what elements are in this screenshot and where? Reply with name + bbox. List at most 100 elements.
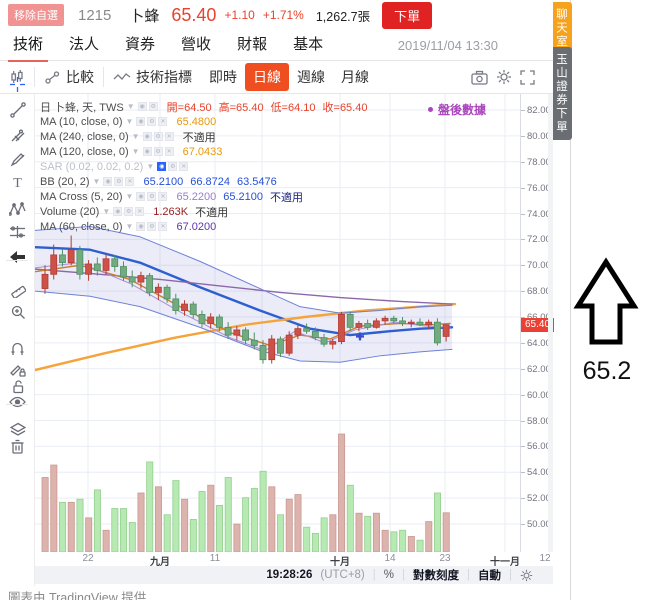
legend-value: 1.263K xyxy=(153,205,189,218)
legend-name: MA (120, close, 0) xyxy=(40,145,129,158)
y-tick xyxy=(521,213,525,215)
toolbar-divider xyxy=(34,67,35,87)
tab-technical[interactable]: 技術 xyxy=(7,28,49,62)
axis-settings-gear-icon[interactable] xyxy=(520,569,533,582)
text-icon[interactable]: T xyxy=(13,175,22,191)
y-tick-label: 80.00 xyxy=(527,130,551,142)
pitchfork-icon[interactable] xyxy=(8,125,27,144)
zoom-in-icon[interactable] xyxy=(8,302,27,321)
tradingview-attribution: 圖表由 TradingView 提供 xyxy=(8,591,147,600)
legend-row[interactable]: MA (120, close, 0) ▼ ◉ ⚙ ✕ 67.0433 xyxy=(40,144,460,159)
position-tool-icon[interactable] xyxy=(8,222,27,241)
trend-line-icon[interactable] xyxy=(8,100,27,119)
auto-scale-button[interactable]: 自動 xyxy=(478,570,501,582)
percent-scale-button[interactable]: % xyxy=(383,569,394,581)
y-tick-label: 54.00 xyxy=(527,467,551,479)
legend-gear-icon[interactable]: ⚙ xyxy=(147,222,157,231)
legend-row[interactable]: MA (10, close, 0) ▼ ◉ ⚙ ✕ 65.4800 xyxy=(40,114,460,129)
tab-financials[interactable]: 財報 xyxy=(237,36,268,53)
legend-eye-icon[interactable]: ◉ xyxy=(136,192,146,201)
legend-gear-icon[interactable]: ⚙ xyxy=(153,147,163,156)
legend-gear-icon[interactable]: ⚙ xyxy=(124,207,134,216)
volume-lots: 1,262.7張 xyxy=(315,9,371,24)
camera-icon[interactable] xyxy=(471,70,488,85)
candle-style-button[interactable] xyxy=(0,61,34,93)
legend-eye-icon[interactable]: ◉ xyxy=(113,207,123,216)
legend-close-icon[interactable]: ✕ xyxy=(179,162,189,171)
legend-eye-icon[interactable]: ◉ xyxy=(142,147,152,156)
trash-icon[interactable] xyxy=(8,437,27,456)
chart-toolbar: 比較 技術指標 即時 日線 週線 月線 xyxy=(0,61,553,94)
last-price-tag: 65.40 xyxy=(521,317,554,332)
brush-icon[interactable] xyxy=(8,150,27,169)
gear-icon[interactable] xyxy=(496,69,512,85)
axis-scroll-strip xyxy=(548,94,553,552)
legend-close-icon[interactable]: ✕ xyxy=(158,117,168,126)
legend-row[interactable]: MA Cross (5, 20) ▼ ◉ ⚙ ✕ 65.2200 65.2100 不適用 xyxy=(40,189,460,204)
timeframe-daily[interactable]: 日線 xyxy=(245,63,289,91)
tab-institutional[interactable]: 法人 xyxy=(69,36,100,53)
timeframe-weekly[interactable]: 週線 xyxy=(297,69,325,85)
xabcd-pattern-icon[interactable] xyxy=(8,199,27,218)
legend-row[interactable]: MA (240, close, 0) ▼ ◉ ⚙ ✕ 不適用 xyxy=(40,129,460,144)
timeframe-realtime[interactable]: 即時 xyxy=(209,69,237,85)
fullscreen-icon[interactable] xyxy=(520,69,535,85)
timeframe-monthly[interactable]: 月線 xyxy=(341,69,369,85)
legend-close-icon[interactable]: ✕ xyxy=(125,177,135,186)
remove-watchlist-button[interactable]: 移除自選 xyxy=(8,4,64,26)
window-edge-divider xyxy=(570,0,571,600)
magnet-icon[interactable] xyxy=(8,340,27,359)
legend-eye-icon[interactable]: ◉ xyxy=(137,102,147,111)
broker-order-tab[interactable]: 玉山證券下單 xyxy=(553,47,572,140)
x-tick-label: 九月 xyxy=(150,557,170,568)
legend-row[interactable]: 日 卜蜂, 天, TWS ▼ ◉ ⚙ 開=64.50 高=65.40 低=64.10 收=65… xyxy=(40,99,460,114)
price-target-annotation: 65.2 xyxy=(572,256,642,386)
log-scale-button[interactable]: 對數刻度 xyxy=(413,570,459,582)
compare-button[interactable]: 比較 xyxy=(35,61,103,93)
legend-eye-icon[interactable]: ◉ xyxy=(142,132,152,141)
legend-gear-icon[interactable]: ⚙ xyxy=(147,117,157,126)
arrow-left-icon[interactable] xyxy=(8,247,27,266)
legend-eye-icon[interactable]: ◉ xyxy=(157,162,167,171)
indicators-button[interactable]: 技術指標 xyxy=(104,61,201,93)
y-tick xyxy=(521,187,525,189)
legend-close-icon[interactable]: ✕ xyxy=(164,147,174,156)
compare-icon xyxy=(45,70,60,84)
legend-close-icon[interactable]: ✕ xyxy=(135,207,145,216)
time-axis[interactable]: 22 九月 11 十月 14 23 十一月 12 xyxy=(35,552,553,568)
chevron-down-icon: ▼ xyxy=(131,132,140,141)
tab-margin[interactable]: 資券 xyxy=(125,36,156,53)
x-tick-label: 22 xyxy=(82,553,94,564)
price-chart[interactable] xyxy=(35,94,520,552)
place-order-button[interactable]: 下單 xyxy=(382,1,433,29)
unlock-icon[interactable] xyxy=(8,377,27,396)
chat-room-tab[interactable]: 聊天室 xyxy=(553,2,572,55)
legend-close-icon[interactable]: ✕ xyxy=(158,192,168,201)
legend-gear-icon[interactable]: ⚙ xyxy=(114,177,124,186)
indicator-wave-icon xyxy=(113,73,131,80)
legend-gear-icon[interactable]: ⚙ xyxy=(153,132,163,141)
legend-eye-icon[interactable]: ◉ xyxy=(136,117,146,126)
legend-value: 開=64.50 xyxy=(166,101,212,114)
after-hours-label: 盤後數據 xyxy=(428,101,486,118)
price-axis[interactable]: 82.00 80.00 78.00 76.00 74.00 72.00 70.00 68.00… xyxy=(520,94,554,552)
legend-gear-icon[interactable]: ⚙ xyxy=(148,102,158,111)
tab-revenue[interactable]: 營收 xyxy=(181,36,212,53)
legend-row[interactable]: BB (20, 2) ▼ ◉ ⚙ ✕ 65.2100 66.8724 63.5476 xyxy=(40,174,460,189)
ruler-icon[interactable] xyxy=(8,280,27,299)
tab-basics[interactable]: 基本 xyxy=(293,36,324,53)
legend-gear-icon[interactable]: ⚙ xyxy=(147,192,157,201)
y-tick-label: 70.00 xyxy=(527,260,551,272)
legend-close-icon[interactable]: ✕ xyxy=(158,222,168,231)
draw-lock-icon[interactable] xyxy=(8,360,27,379)
legend-close-icon[interactable]: ✕ xyxy=(164,132,174,141)
legend-row[interactable]: Volume (20) ▼ ◉ ⚙ ✕ 1.263K 不適用 xyxy=(40,204,460,219)
crosshair-icon[interactable] xyxy=(8,75,27,94)
legend-row[interactable]: SAR (0.02, 0.02, 0.2) ▼ ◉ ⚙ ✕ xyxy=(40,159,460,174)
layers-icon[interactable] xyxy=(8,420,27,439)
legend-eye-icon[interactable]: ◉ xyxy=(103,177,113,186)
legend-eye-icon[interactable]: ◉ xyxy=(136,222,146,231)
legend-row[interactable]: MA (60, close, 0) ▼ ◉ ⚙ ✕ 67.0200 xyxy=(40,219,460,234)
legend-gear-icon[interactable]: ⚙ xyxy=(168,162,178,171)
eye-icon[interactable] xyxy=(8,392,27,411)
